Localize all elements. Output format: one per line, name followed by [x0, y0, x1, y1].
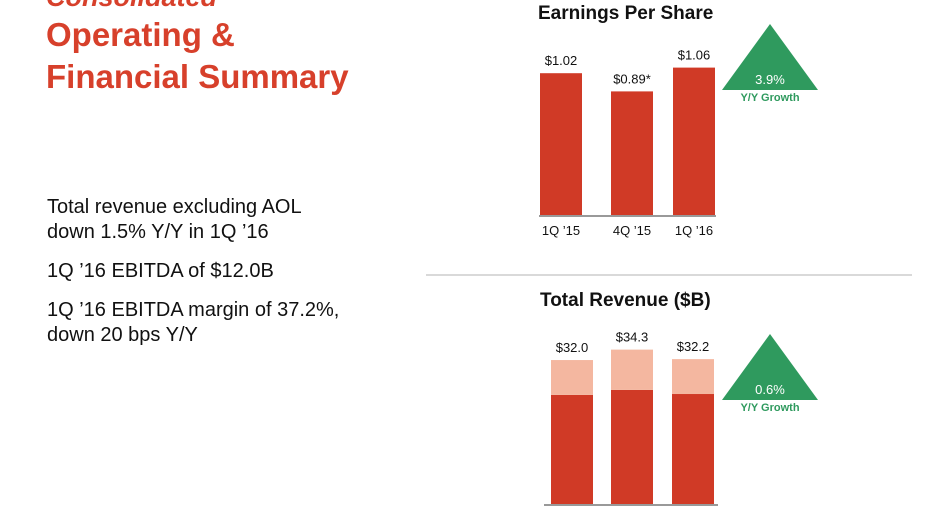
title-line-1: Operating & — [46, 16, 235, 53]
revenue-bar-top-segment — [551, 360, 593, 395]
eps-data-label: $0.89* — [613, 71, 651, 86]
bullet-revenue: Total revenue excluding AOL down 1.5% Y/… — [47, 196, 302, 243]
eps-bar — [540, 73, 582, 216]
revenue-total-label: $34.3 — [616, 330, 649, 345]
revenue-bar-base-segment — [611, 389, 653, 505]
eps-chart-title: Earnings Per Share — [538, 3, 714, 24]
eps-data-label: $1.02 — [545, 53, 578, 68]
eps-growth-badge: 3.9% Y/Y Growth — [722, 24, 818, 112]
revenue-bar-base-segment — [672, 394, 714, 505]
eps-category-label: 4Q ’15 — [613, 223, 651, 238]
bullet-ebitda: 1Q ’16 EBITDA of $12.0B — [47, 260, 274, 282]
revenue-bar-top-segment — [672, 359, 714, 395]
title-top: Consolidated — [46, 0, 349, 14]
eps-growth-label: Y/Y Growth — [740, 92, 800, 104]
growth-triangle-icon — [722, 24, 818, 90]
revenue-total-label: $32.2 — [677, 339, 710, 354]
section-divider — [426, 274, 912, 276]
slide-title: Consolidated Operating & Financial Summa… — [46, 0, 349, 98]
title-line-2: Financial Summary — [46, 58, 349, 95]
summary-bullets: Total revenue excluding AOL down 1.5% Y/… — [47, 195, 407, 362]
revenue-chart-title: Total Revenue ($B) — [540, 290, 711, 311]
eps-category-label: 1Q ’15 — [542, 223, 580, 238]
bullet-ebitda-margin: 1Q ’16 EBITDA margin of 37.2%, down 20 b… — [47, 299, 340, 346]
revenue-total-label: $32.0 — [556, 340, 589, 355]
revenue-bar-top-segment — [611, 349, 653, 390]
eps-category-label: 1Q ’16 — [675, 223, 713, 238]
eps-bar — [673, 67, 715, 216]
eps-growth-value: 3.9% — [755, 72, 785, 87]
revenue-growth-badge: 0.6% Y/Y Growth — [722, 334, 818, 422]
growth-triangle-icon — [722, 334, 818, 400]
eps-data-label: $1.06 — [678, 48, 711, 63]
eps-bar — [611, 91, 653, 216]
revenue-bar-base-segment — [551, 394, 593, 505]
revenue-growth-label: Y/Y Growth — [740, 402, 800, 414]
revenue-growth-value: 0.6% — [755, 382, 785, 397]
